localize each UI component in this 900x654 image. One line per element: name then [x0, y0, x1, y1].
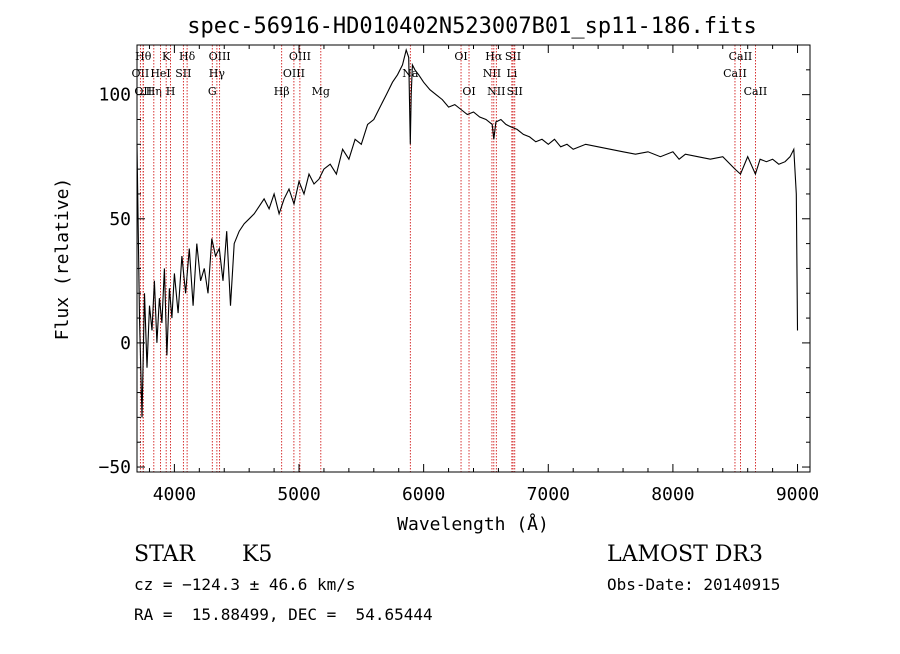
line-marker-label: Hβ — [274, 85, 290, 98]
coordinates: RA = 15.88499, DEC = 54.65444 — [134, 605, 433, 624]
line-marker-label: Na — [402, 67, 419, 80]
plot-frame — [136, 44, 811, 473]
x-tick-label: 7000 — [527, 484, 570, 505]
line-marker-label: Li — [506, 67, 517, 80]
line-marker-label: OII — [132, 67, 150, 80]
line-marker-label: Hγ — [209, 67, 226, 80]
obs-date: Obs-Date: 20140915 — [607, 575, 780, 594]
line-marker-label: CaII — [723, 67, 747, 80]
line-marker-label: NII — [487, 85, 505, 98]
y-axis-label: Flux (relative) — [52, 178, 73, 341]
line-marker-label: Hη — [146, 85, 162, 98]
x-tick-label: 4000 — [153, 484, 196, 505]
line-marker-label: Mg — [312, 85, 330, 98]
line-marker-label: Hδ — [179, 50, 196, 63]
line-marker-label: NII — [483, 67, 501, 80]
y-tick-label: 50 — [109, 209, 131, 230]
line-marker-label: CaII — [729, 50, 753, 63]
redshift-readout: cz = −124.3 ± 46.6 km/s — [134, 575, 356, 594]
x-tick-label: 6000 — [402, 484, 445, 505]
object-class: STAR — [134, 542, 196, 567]
line-marker-label: SII — [505, 50, 521, 63]
line-marker-label: Hα — [485, 50, 503, 63]
line-marker-label: H — [166, 85, 176, 98]
line-marker-label: OIII — [289, 50, 311, 63]
line-marker-label: OI — [454, 50, 467, 63]
line-marker-label: G — [208, 85, 217, 98]
y-axis: −50 0 50 100 — [98, 44, 810, 478]
line-marker-label: CaII — [744, 85, 768, 98]
line-marker-label: SII — [175, 67, 191, 80]
x-tick-label: 9000 — [776, 484, 819, 505]
y-tick-label: 0 — [120, 333, 131, 354]
line-marker-label: Hθ — [135, 50, 152, 63]
y-tick-label: 100 — [98, 85, 131, 106]
x-tick-label: 8000 — [651, 484, 694, 505]
line-marker-label: SII — [507, 85, 523, 98]
object-subclass: K5 — [242, 542, 272, 567]
spectrum-series-line — [136, 48, 799, 418]
line-marker-label: OI — [462, 85, 475, 98]
x-axis-label: Wavelength (Å) — [397, 513, 549, 535]
x-tick-label: 5000 — [277, 484, 320, 505]
y-tick-label: −50 — [98, 457, 131, 478]
line-marker-label: OIII — [209, 50, 231, 63]
x-axis: 4000 5000 6000 7000 8000 9000 — [148, 45, 819, 505]
survey-label: LAMOST DR3 — [607, 542, 763, 567]
chart-title: spec-56916-HD010402N523007B01_sp11-186.f… — [187, 14, 757, 39]
line-marker-label: K — [162, 50, 171, 63]
line-marker-label: HeI — [150, 67, 170, 80]
line-marker-label: OIII — [283, 67, 305, 80]
